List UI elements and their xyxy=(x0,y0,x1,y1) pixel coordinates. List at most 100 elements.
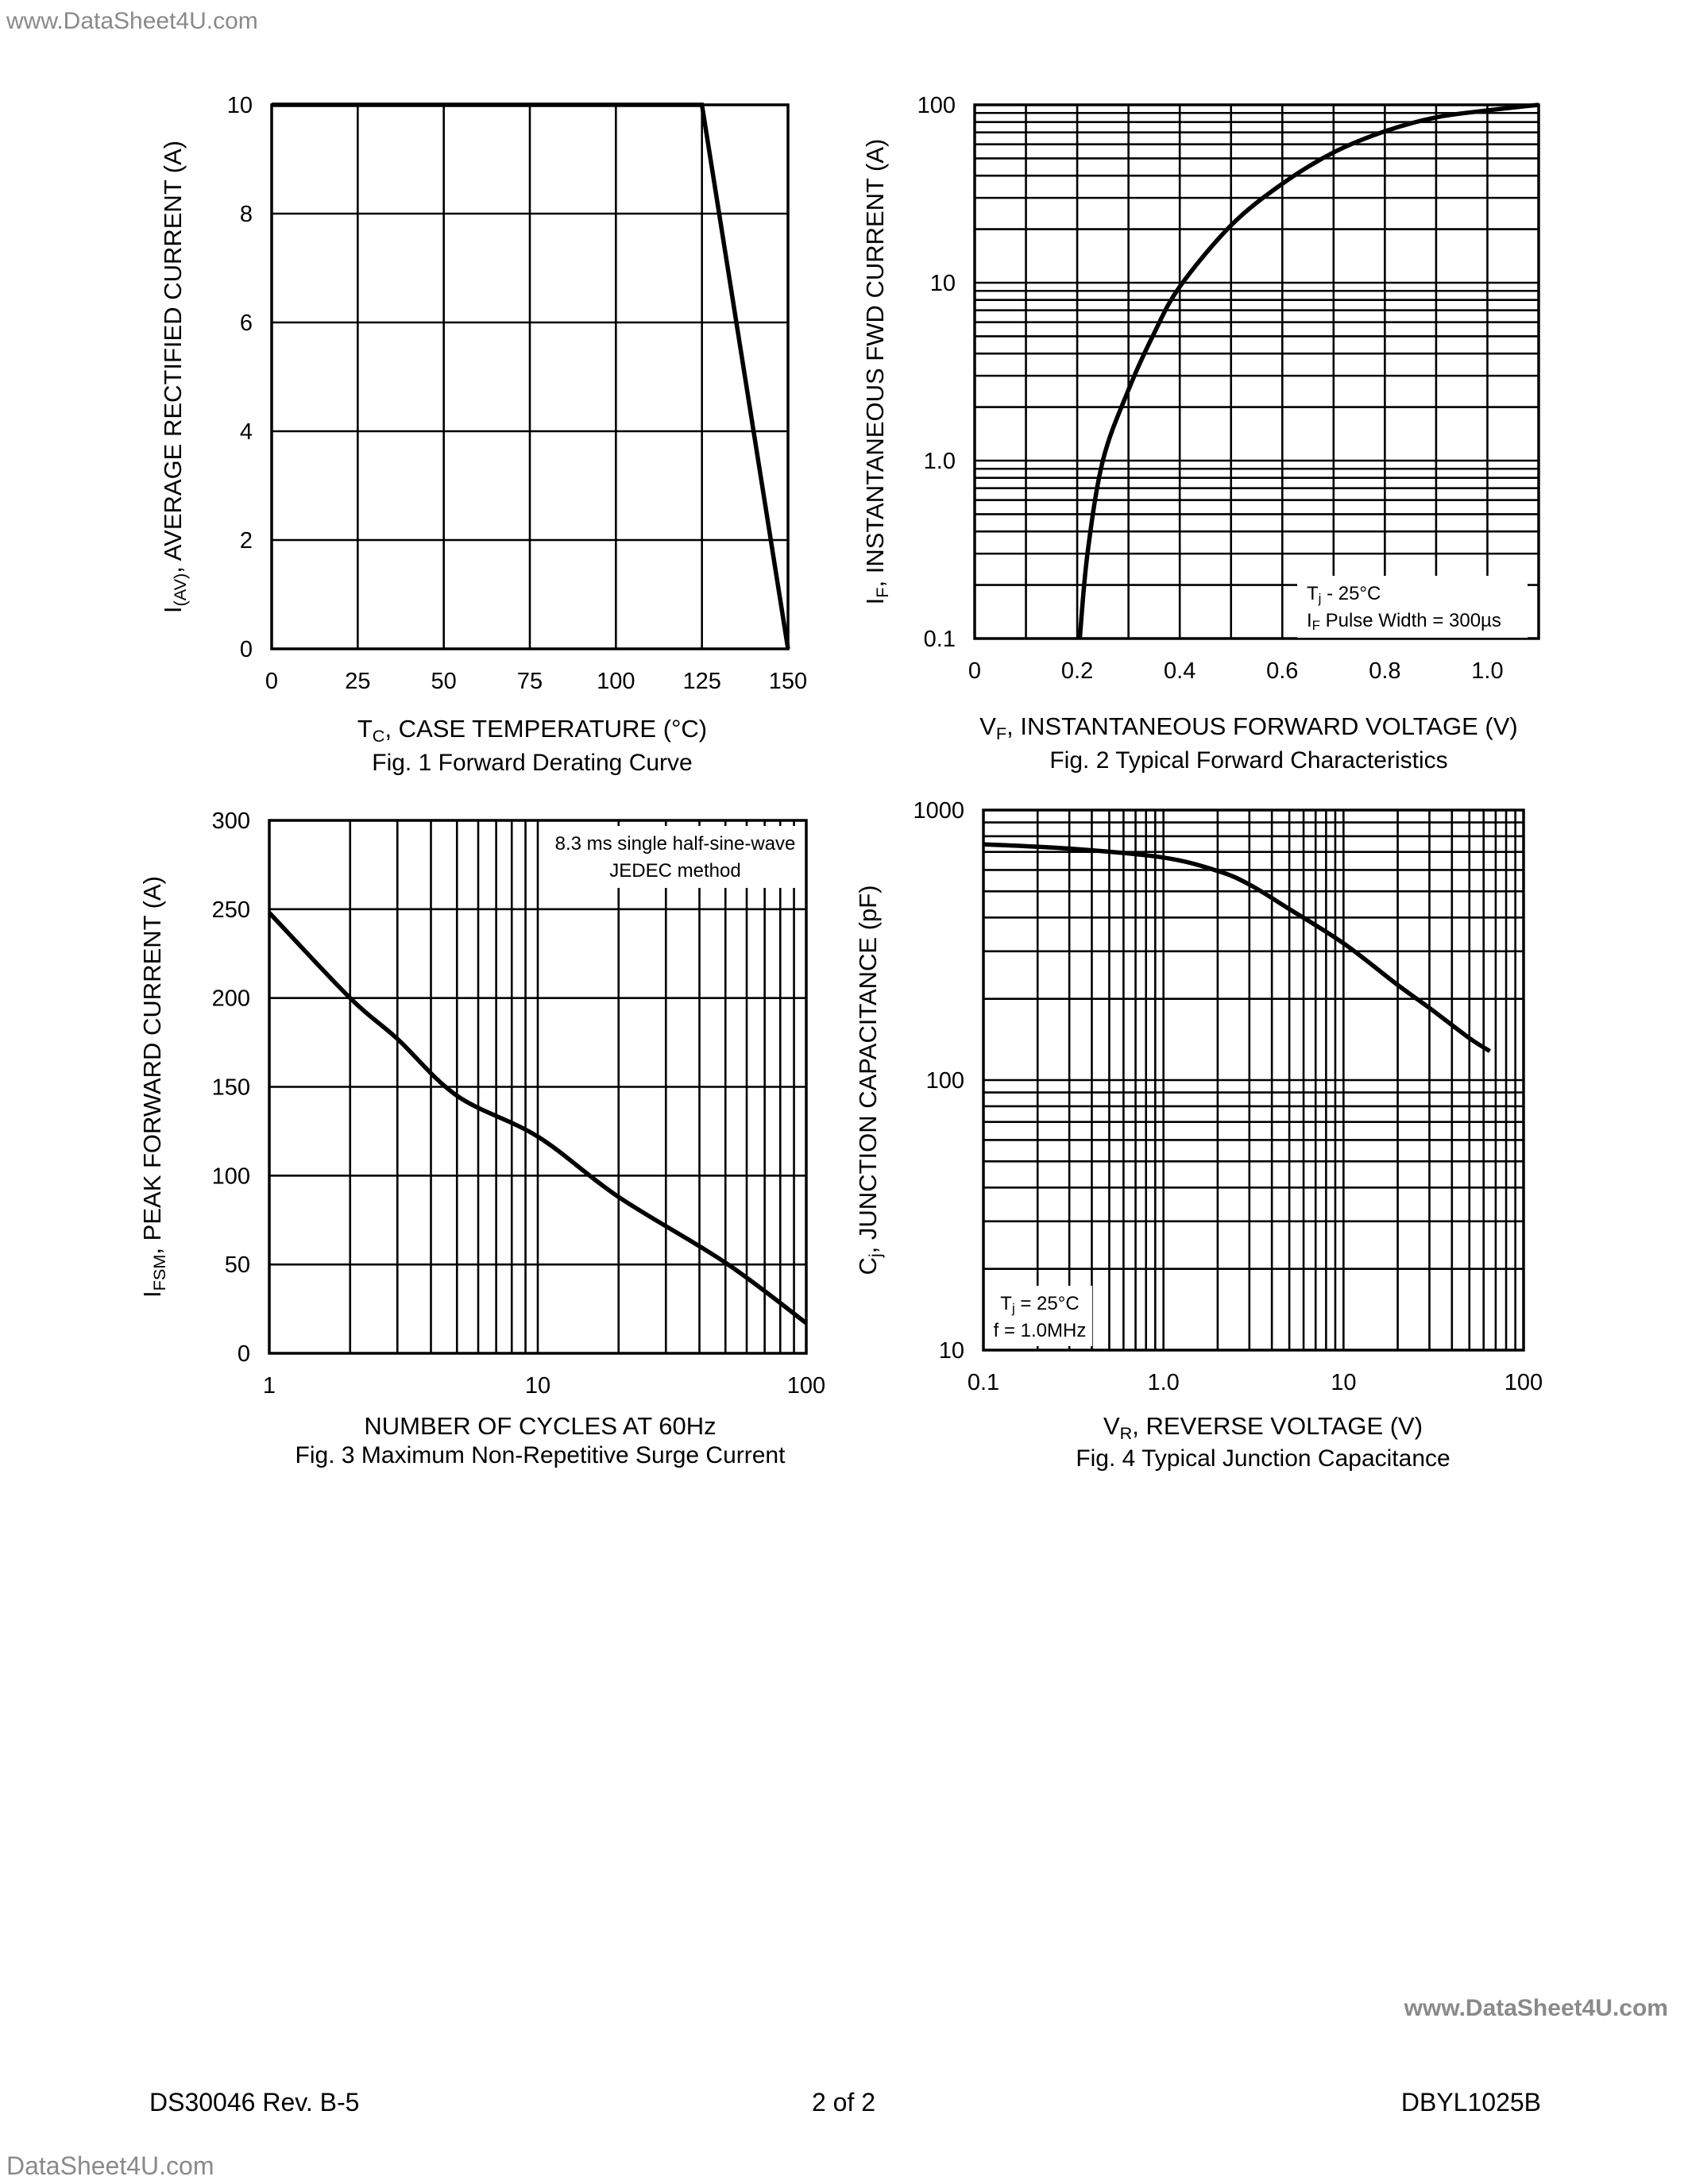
text-segment: , CASE TEMPERATURE (°C) xyxy=(384,715,707,743)
text-segment: , INSTANTANEOUS FWD CURRENT (A) xyxy=(861,139,889,588)
text-segment: T xyxy=(357,715,373,743)
y-axis-title: IF, INSTANTANEOUS FWD CURRENT (A) xyxy=(861,139,892,605)
data-series-line xyxy=(268,911,808,1325)
x-axis-title: VF, INSTANTANEOUS FORWARD VOLTAGE (V) xyxy=(979,712,1518,743)
text-segment: T xyxy=(1000,1293,1012,1314)
chart-fig-3: 1 10 100 0 50 100 150 200 250 300 NUMBER OF CYCLES… xyxy=(138,808,825,1468)
x-tick-label: 50 xyxy=(431,669,457,694)
y-tick-label: 300 xyxy=(212,808,250,834)
annotation-box: Tj = 25°C f = 1.0MHz xyxy=(987,1286,1092,1346)
x-tick-label: 0 xyxy=(265,669,278,694)
y-tick-label: 2 xyxy=(240,528,253,554)
y-axis-title: IFSM, PEAK FORWARD CURRENT (A) xyxy=(138,876,169,1298)
y-tick-label: 0 xyxy=(240,637,253,662)
subscript: F xyxy=(872,588,892,598)
watermark-bottom: DataSheet4U.com xyxy=(6,2151,214,2180)
subscript: C xyxy=(373,726,385,746)
annotation-background xyxy=(987,1286,1092,1346)
part-number: DBYL1025B xyxy=(1401,2088,1541,2116)
text-segment: I xyxy=(138,1291,166,1298)
doc-number: DS30046 Rev. B-5 xyxy=(149,2088,359,2116)
gridlines xyxy=(982,808,1525,1352)
annotation-text: f = 1.0MHz xyxy=(994,1320,1087,1341)
x-tick-label: 0.4 xyxy=(1164,658,1196,684)
x-tick-label: 0.2 xyxy=(1061,658,1093,684)
x-tick-label: 1.0 xyxy=(1148,1370,1180,1395)
y-tick-label: 4 xyxy=(240,419,253,445)
annotation-text: IF Pulse Width = 300µs xyxy=(1307,610,1501,633)
annotation-text: Tj - 25°C xyxy=(1307,583,1381,606)
y-tick-label: 50 xyxy=(225,1252,250,1278)
text-segment: V xyxy=(1103,1412,1120,1440)
text-segment: I xyxy=(1307,610,1312,631)
y-tick-label: 1000 xyxy=(913,798,964,824)
annotation-background xyxy=(1297,576,1528,638)
x-tick-label: 25 xyxy=(345,669,370,694)
plot-frame xyxy=(973,103,1540,640)
annotation-text: 8.3 ms single half-sine-wave xyxy=(555,833,796,855)
y-tick-label: 1.0 xyxy=(924,449,956,474)
x-axis-title: NUMBER OF CYCLES AT 60Hz xyxy=(364,1412,716,1440)
text-segment: f = 1.0MHz xyxy=(994,1320,1087,1341)
y-axis-title: Cj, JUNCTION CAPACITANCE (pF) xyxy=(854,885,885,1275)
data-series-line xyxy=(272,102,790,650)
x-tick-label: 1 xyxy=(263,1373,276,1399)
text-segment: , JUNCTION CAPACITANCE (pF) xyxy=(854,885,882,1253)
annotation-text: JEDEC method xyxy=(609,860,740,882)
annotation-box: 8.3 ms single half-sine-wave JEDEC method xyxy=(548,826,802,888)
subscript: j xyxy=(1011,1301,1015,1316)
text-segment: - 25°C xyxy=(1321,583,1381,604)
y-tick-label: 0 xyxy=(238,1341,250,1367)
y-tick-label: 200 xyxy=(212,986,250,1012)
x-tick-label: 100 xyxy=(1505,1370,1543,1395)
x-tick-label: 125 xyxy=(682,669,720,694)
text-segment: I xyxy=(159,607,187,614)
y-tick-label: 6 xyxy=(240,311,253,336)
text-segment: JEDEC method xyxy=(609,860,740,882)
y-tick-label: 100 xyxy=(212,1163,250,1189)
figure-caption: Fig. 3 Maximum Non-Repetitive Surge Curr… xyxy=(295,1442,786,1468)
gridlines xyxy=(268,819,808,1355)
y-tick-label: 150 xyxy=(212,1075,250,1101)
watermark-top: www.DataSheet4U.com xyxy=(6,8,258,34)
chart-fig-1: 0 25 50 75 100 125 150 0 2 4 6 8 10 TC, CASE TEMPERAT… xyxy=(159,93,807,776)
watermark-right: www.DataSheet4U.com xyxy=(1404,1995,1668,2021)
subscript: FSM xyxy=(149,1255,169,1291)
text-segment: , PEAK FORWARD CURRENT (A) xyxy=(138,876,166,1255)
x-axis-title: TC, CASE TEMPERATURE (°C) xyxy=(357,715,707,746)
subscript: F xyxy=(996,723,1006,743)
plot-frame xyxy=(268,819,808,1355)
x-tick-label: 150 xyxy=(769,669,807,694)
x-tick-label: 0 xyxy=(968,658,981,684)
subscript: j xyxy=(1318,591,1322,606)
x-tick-label: 1.0 xyxy=(1471,658,1503,684)
annotation-box: Tj - 25°C IF Pulse Width = 300µs xyxy=(1297,576,1528,638)
x-tick-label: 0.1 xyxy=(968,1370,999,1395)
page-number: 2 of 2 xyxy=(812,2088,875,2116)
text-segment: C xyxy=(854,1257,882,1275)
figure-caption: Fig. 2 Typical Forward Characteristics xyxy=(1049,747,1447,774)
gridlines xyxy=(270,103,790,650)
subscript: F xyxy=(1312,618,1320,633)
x-tick-label: 100 xyxy=(597,669,635,694)
x-tick-label: 10 xyxy=(525,1373,550,1399)
data-series-line xyxy=(1077,102,1539,639)
figure-caption: Fig. 4 Typical Junction Capacitance xyxy=(1076,1445,1450,1472)
x-tick-label: 75 xyxy=(517,669,543,694)
y-tick-label: 10 xyxy=(930,271,956,296)
figure-caption: Fig. 1 Forward Derating Curve xyxy=(372,750,692,776)
data-series-line xyxy=(983,842,1492,1053)
annotation-text: Tj = 25°C xyxy=(1000,1293,1079,1316)
text-segment: , REVERSE VOLTAGE (V) xyxy=(1132,1412,1423,1440)
y-tick-label: 100 xyxy=(917,93,956,118)
text-segment: 8.3 ms single half-sine-wave xyxy=(555,833,796,855)
text-segment: = 25°C xyxy=(1015,1293,1080,1314)
annotation-background xyxy=(548,826,802,888)
text-segment: NUMBER OF CYCLES AT 60Hz xyxy=(364,1412,716,1440)
gridlines xyxy=(973,103,1540,640)
x-tick-label: 100 xyxy=(787,1373,825,1399)
x-tick-label: 0.6 xyxy=(1266,658,1298,684)
text-segment: , INSTANTANEOUS FORWARD VOLTAGE (V) xyxy=(1006,712,1518,740)
y-axis-title: I(AV), AVERAGE RECTIFIED CURRENT (A) xyxy=(159,141,190,613)
